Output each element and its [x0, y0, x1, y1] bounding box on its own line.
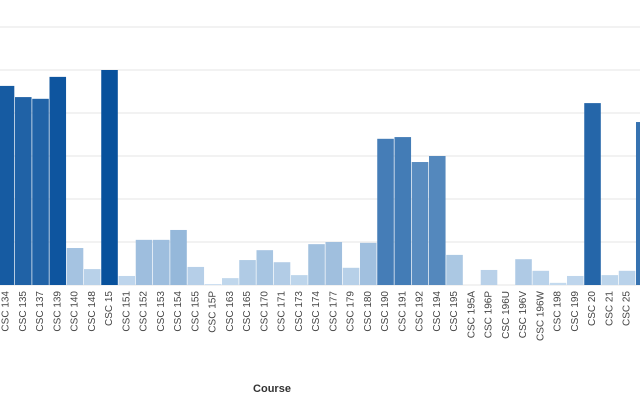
bar: [152, 239, 170, 285]
bar: [49, 76, 67, 285]
bar: [14, 97, 32, 285]
x-tick-label: CSC 148: [87, 291, 98, 332]
bar: [394, 137, 412, 285]
x-tick-label: CSC 25: [622, 291, 633, 326]
bar: [325, 242, 343, 285]
bar: [377, 138, 394, 285]
x-tick-label: CSC 163: [225, 291, 236, 332]
x-tick-label: CSC 140: [70, 291, 81, 332]
x-tick-label: CSC 171: [277, 291, 288, 332]
x-tick-label: CSC 194: [432, 291, 443, 332]
bar: [601, 275, 619, 285]
x-tick-label: CSC 199: [570, 291, 581, 332]
bar: [239, 260, 256, 285]
bar: [359, 242, 377, 285]
x-tick-label: CSC 135: [18, 291, 29, 332]
x-tick-label: CSC 15: [104, 291, 115, 326]
x-axis-title: Course: [253, 383, 291, 395]
bar: [428, 156, 446, 285]
bar: [342, 267, 360, 285]
bar: [515, 259, 532, 285]
x-tick-label: CSC 134: [1, 291, 12, 332]
x-tick-label: CSC 198: [553, 291, 564, 332]
x-tick-label: CSC 152: [139, 291, 150, 332]
x-tick-label: CSC 153: [156, 291, 167, 332]
bar: [32, 98, 49, 285]
bar: [0, 85, 15, 285]
x-tick-label: CSC 192: [415, 291, 426, 332]
x-tick-label: CSC 137: [35, 291, 46, 332]
bar: [187, 266, 205, 285]
bar: [532, 270, 550, 285]
x-tick-label: CSC 190: [380, 291, 391, 332]
x-tick-label: CSC 151: [121, 291, 132, 332]
bar: [83, 269, 101, 285]
bar: [118, 275, 136, 285]
x-tick-label: CSC 196U: [501, 291, 512, 339]
bar: [635, 122, 640, 285]
x-tick-label: CSC 191: [397, 291, 408, 332]
x-tick-label: CSC 196V: [518, 291, 529, 339]
x-tick-label: CSC 195A: [466, 291, 477, 339]
bar: [308, 244, 325, 285]
x-tick-label: CSC 15P: [208, 291, 219, 333]
x-tick-label: CSC 174: [311, 291, 322, 332]
x-tick-label: CSC 154: [173, 291, 184, 332]
bar: [618, 270, 636, 285]
x-tick-label: CSC 180: [363, 291, 374, 332]
bar: [446, 254, 463, 285]
bar: [135, 239, 153, 285]
bar: [170, 229, 187, 285]
bar: [411, 162, 429, 285]
bar: [256, 250, 274, 285]
x-tick-label: CSC 139: [52, 291, 63, 332]
x-tick-label: CSC 21: [604, 291, 615, 326]
x-tick-label: CSC 170: [259, 291, 270, 332]
bar: [273, 262, 291, 285]
x-tick-label: CSC 20: [587, 291, 598, 326]
bar: [221, 278, 239, 285]
x-tick-label: CSC 196W: [535, 290, 546, 341]
bar: [549, 282, 567, 285]
bar: [480, 269, 498, 285]
bar: [584, 103, 601, 285]
x-tick-label: CSC 179: [346, 291, 357, 332]
x-tick-label: CSC 165: [242, 291, 253, 332]
bar: [566, 275, 584, 285]
bar: [66, 248, 84, 285]
x-tick-label: CSC 195: [449, 291, 460, 332]
bar: [204, 284, 222, 285]
x-tick-label: CSC 196P: [484, 291, 495, 339]
x-tick-label: CSC 155: [190, 291, 201, 332]
x-tick-label: CSC 173: [294, 291, 305, 332]
x-tick-label: CSC 177: [328, 291, 339, 332]
bar: [101, 70, 118, 285]
bar: [290, 275, 308, 285]
